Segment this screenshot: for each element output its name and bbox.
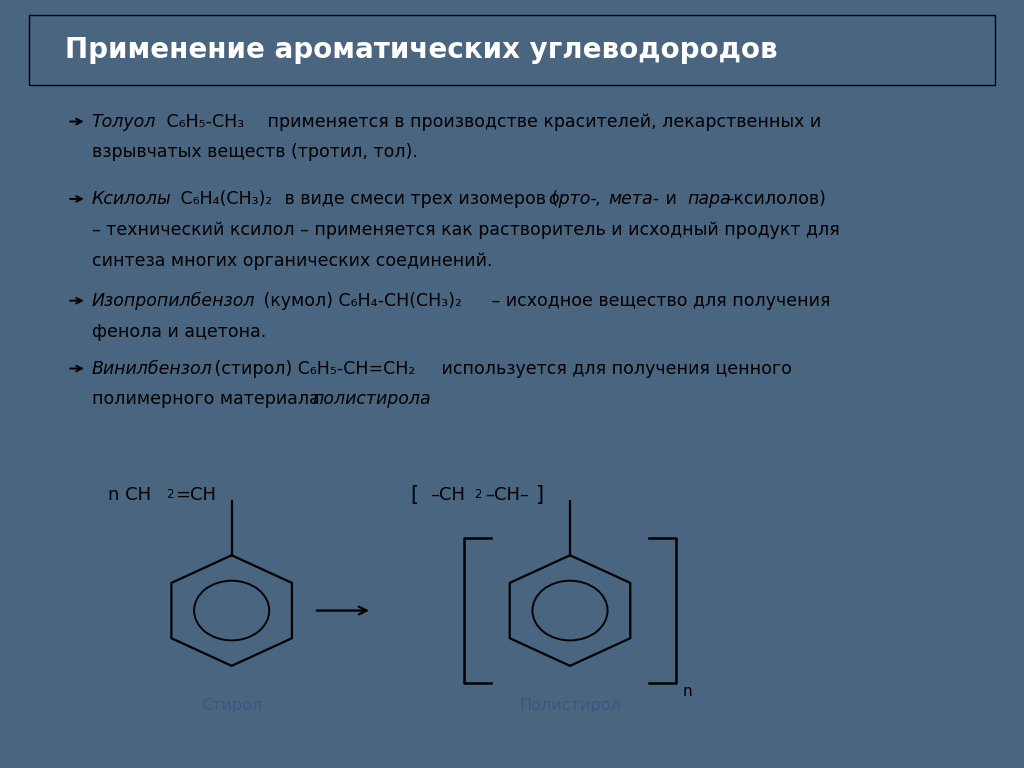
Text: полистирола: полистирола [312,390,430,409]
Text: Изопропилбензол: Изопропилбензол [91,292,255,310]
Text: -ксилолов): -ксилолов) [728,190,826,208]
Text: мета-: мета- [608,190,659,208]
Text: орто-: орто- [548,190,596,208]
Text: ]: ] [537,485,545,505]
Text: С₆Н₄(СН₃)₂: С₆Н₄(СН₃)₂ [175,190,272,208]
Text: Стирол: Стирол [201,697,262,713]
Text: [: [ [411,485,419,505]
Text: – технический ксилол – применяется как растворитель и исходный продукт для: – технический ксилол – применяется как р… [91,221,840,239]
Text: Полистирол: Полистирол [519,697,621,713]
FancyBboxPatch shape [29,15,995,85]
Text: применяется в производстве красителей, лекарственных и: применяется в производстве красителей, л… [262,113,821,131]
Text: – исходное вещество для получения: – исходное вещество для получения [486,292,830,310]
Text: Ксилолы: Ксилолы [91,190,171,208]
Text: –CH–: –CH– [485,486,529,505]
Text: фенола и ацетона.: фенола и ацетона. [91,323,266,341]
Text: и: и [659,190,682,208]
Text: 2: 2 [474,488,482,501]
Text: =CH: =CH [175,486,217,505]
Text: используется для получения ценного: используется для получения ценного [435,359,792,378]
Text: (кумол) С₆Н₄-СН(СН₃)₂: (кумол) С₆Н₄-СН(СН₃)₂ [258,292,462,310]
Text: 2: 2 [166,488,173,501]
Text: ,: , [595,190,606,208]
Text: Применение ароматических углеводородов: Применение ароматических углеводородов [66,36,778,65]
Text: С₆Н₅-СН₃: С₆Н₅-СН₃ [161,113,245,131]
Text: полимерного материала: полимерного материала [91,390,325,409]
Text: n: n [683,684,692,700]
Text: взрывчатых веществ (тротил, тол).: взрывчатых веществ (тротил, тол). [91,144,418,161]
Text: синтеза многих органических соединений.: синтеза многих органических соединений. [91,252,492,270]
Text: Толуол: Толуол [91,113,156,131]
Text: Винилбензол: Винилбензол [91,359,212,378]
Text: пара: пара [687,190,730,208]
Text: в виде смеси трех изомеров (: в виде смеси трех изомеров ( [279,190,558,208]
Text: (стирол) С₆Н₅-СН=СН₂: (стирол) С₆Н₅-СН=СН₂ [210,359,416,378]
Text: n CH: n CH [108,486,152,505]
Text: –CH: –CH [430,486,465,505]
